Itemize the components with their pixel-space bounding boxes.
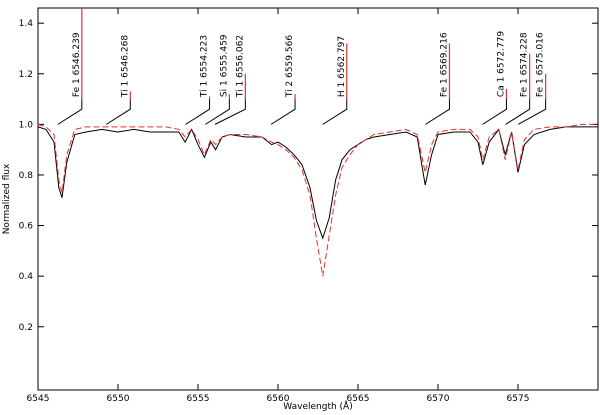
line-label: Fe 1 6546.239	[72, 32, 82, 97]
leader-line	[505, 99, 531, 125]
y-tick-label: 0.4	[19, 272, 34, 282]
leader-line	[482, 99, 507, 125]
leader-line	[425, 99, 450, 125]
x-tick-label: 6570	[427, 394, 450, 404]
leader-line	[185, 99, 211, 125]
line-label: Si 1 6555.459	[219, 34, 229, 97]
line-label: Ca 1 6572.779	[496, 31, 506, 97]
spectrum-line	[37, 123, 598, 277]
leader-line	[270, 99, 296, 125]
y-tick-label: 1.0	[19, 120, 34, 130]
line-label: Fe 1 6569.216	[439, 32, 449, 97]
x-tick-label: 6550	[107, 394, 130, 404]
line-label: Ti 1 6546.268	[120, 35, 130, 98]
x-tick-label: 6565	[347, 394, 370, 404]
line-label: Ti 2 6559.566	[285, 35, 295, 98]
leader-line	[518, 99, 547, 125]
x-tick-label: 6545	[27, 394, 50, 404]
leader-line	[322, 99, 348, 125]
line-label: Fe 1 6575.016	[536, 32, 546, 97]
plot-frame	[37, 7, 599, 391]
y-tick-label: 1.2	[19, 70, 33, 80]
line-label: H 1 6562.797	[337, 36, 347, 97]
y-tick-label: 0.8	[19, 171, 34, 181]
x-tick-label: 6555	[187, 394, 210, 404]
x-tick-label: 6575	[507, 394, 530, 404]
leader-line	[106, 99, 131, 125]
x-tick-label: 6560	[267, 394, 290, 404]
leader-line	[214, 99, 246, 125]
spectrum-line	[37, 126, 598, 240]
line-label: Fe 1 6574.228	[520, 32, 530, 97]
x-axis-label: Wavelength (Å)	[283, 400, 352, 412]
y-tick-label: 0.6	[19, 222, 34, 232]
leader-line	[57, 99, 83, 125]
y-tick-label: 0.2	[19, 323, 33, 333]
line-label: Ti 1 6556.062	[235, 35, 245, 98]
y-axis-label: Normalized flux	[2, 163, 12, 234]
line-label: Ti 1 6554.223	[200, 35, 210, 98]
y-tick-label: 1.4	[19, 19, 34, 29]
leader-line	[205, 99, 230, 125]
